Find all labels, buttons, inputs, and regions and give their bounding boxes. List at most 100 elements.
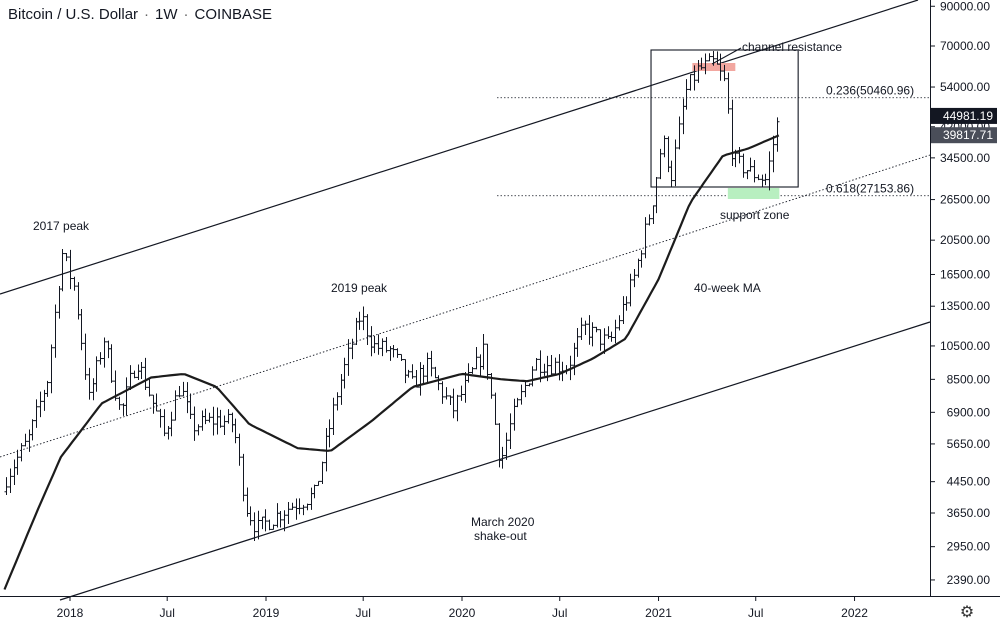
price-bar bbox=[132, 370, 137, 379]
price-bar bbox=[703, 53, 708, 75]
price-tick-label: 16500.00 bbox=[940, 267, 990, 281]
time-tick-label: Jul bbox=[552, 606, 567, 620]
price-bar bbox=[621, 296, 626, 324]
price-axis: 2390.00 2950.00 3650.00 4450.00 5650.00 6900.… bbox=[930, 0, 997, 596]
time-tick-label: 2021 bbox=[645, 606, 672, 620]
price-bar bbox=[410, 364, 415, 379]
price-bar bbox=[158, 408, 163, 428]
price-bar bbox=[339, 374, 344, 405]
price-bar bbox=[282, 510, 287, 532]
price-bar bbox=[463, 371, 468, 403]
price-bar bbox=[106, 340, 111, 359]
price-bar bbox=[147, 377, 152, 397]
gear-icon[interactable]: ⚙ bbox=[959, 602, 975, 621]
channel-lower-line bbox=[59, 321, 931, 601]
price-bar bbox=[331, 397, 336, 436]
annotation-march-2020: March 2020 bbox=[471, 515, 535, 529]
price-bar bbox=[19, 443, 24, 462]
price-bar bbox=[651, 205, 656, 225]
price-bar bbox=[267, 519, 272, 531]
price-bar bbox=[718, 53, 723, 81]
price-bar bbox=[583, 320, 588, 336]
price-bar bbox=[406, 369, 411, 378]
price-bar bbox=[376, 334, 381, 355]
price-tick-label: 70000.00 bbox=[940, 39, 990, 53]
price-bar bbox=[124, 377, 129, 416]
price-tick-label: 90000.00 bbox=[940, 0, 990, 13]
price-bar bbox=[519, 384, 524, 405]
price-bar bbox=[609, 331, 614, 342]
price-bar bbox=[57, 286, 62, 319]
price-bar bbox=[241, 453, 246, 502]
price-bar bbox=[192, 406, 197, 441]
price-bar bbox=[466, 363, 471, 383]
price-bar bbox=[136, 364, 141, 380]
price-bar bbox=[128, 365, 133, 390]
price-bar bbox=[188, 393, 193, 420]
price-bar bbox=[177, 385, 182, 398]
highlight-zones bbox=[692, 63, 780, 199]
price-bar bbox=[327, 419, 332, 448]
price-bar bbox=[357, 311, 362, 330]
price-bar bbox=[598, 329, 603, 351]
annotation-2017-peak: 2017 peak bbox=[33, 219, 90, 233]
price-bar bbox=[203, 408, 208, 425]
price-bar bbox=[493, 392, 498, 425]
price-bar bbox=[485, 343, 490, 380]
annotation-support-zone: support zone bbox=[720, 208, 790, 222]
price-bar bbox=[162, 409, 167, 437]
price-bar bbox=[715, 51, 720, 65]
price-bar bbox=[117, 396, 122, 410]
interval-label[interactable]: 1W bbox=[155, 6, 178, 23]
price-bar bbox=[549, 354, 554, 377]
price-bar bbox=[418, 362, 423, 396]
price-bar bbox=[4, 477, 9, 495]
price-bar bbox=[692, 65, 697, 91]
price-bar bbox=[256, 510, 261, 540]
price-bar bbox=[72, 276, 77, 291]
price-bar bbox=[181, 381, 186, 397]
annotation-channel-resistance: channel resistance bbox=[742, 40, 842, 54]
price-bar bbox=[688, 74, 693, 91]
price-bar bbox=[617, 315, 622, 331]
price-bar bbox=[481, 333, 486, 370]
price-bar bbox=[290, 502, 295, 510]
price-bar bbox=[775, 117, 780, 152]
channel-midline bbox=[0, 154, 931, 458]
price-bar bbox=[538, 350, 543, 383]
price-bar bbox=[451, 388, 456, 419]
moving-average bbox=[3, 134, 780, 590]
price-bar bbox=[369, 326, 374, 357]
price-bar bbox=[414, 369, 419, 388]
price-tick-label: 2950.00 bbox=[947, 540, 991, 554]
svg-text:39817.71: 39817.71 bbox=[943, 128, 993, 142]
price-bar bbox=[312, 484, 317, 499]
price-bar bbox=[594, 326, 599, 333]
resistance-pointer-line bbox=[711, 47, 742, 65]
price-bar bbox=[252, 512, 257, 542]
price-bar bbox=[384, 337, 389, 353]
price-tick-label: 5650.00 bbox=[947, 437, 991, 451]
price-bar bbox=[654, 176, 659, 214]
price-tick-label: 26500.00 bbox=[940, 193, 990, 207]
price-bar bbox=[169, 411, 174, 437]
price-bar bbox=[636, 258, 641, 278]
price-bar bbox=[365, 314, 370, 346]
price-bar bbox=[87, 367, 92, 400]
price-bar bbox=[15, 449, 20, 475]
price-tick-label: 8500.00 bbox=[947, 372, 991, 386]
price-bar bbox=[233, 418, 238, 444]
price-bar bbox=[722, 64, 727, 82]
time-axis: 2018 Jul 2019 Jul 2020 Jul 2021 Jul 2022 bbox=[0, 596, 1000, 620]
price-bar bbox=[534, 357, 539, 371]
price-bar bbox=[185, 382, 190, 414]
price-bar bbox=[30, 419, 35, 441]
price-bar bbox=[741, 153, 746, 178]
price-bar bbox=[557, 354, 562, 381]
price-bar bbox=[230, 412, 235, 433]
price-bar bbox=[297, 498, 302, 515]
price-bar bbox=[211, 406, 216, 436]
price-bar bbox=[8, 468, 13, 493]
